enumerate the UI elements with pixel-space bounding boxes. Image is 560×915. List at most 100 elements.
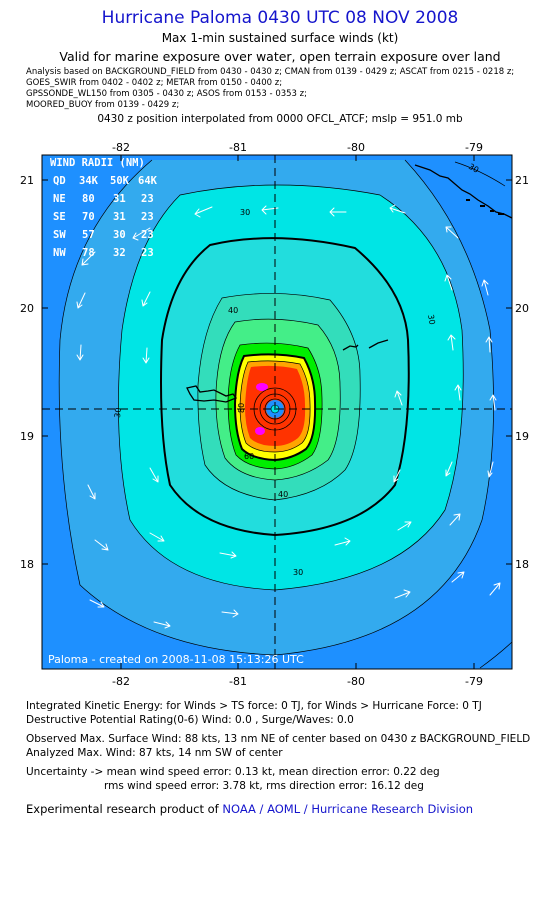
wind-radii-value: 30 bbox=[113, 229, 126, 241]
lon-tick-bottom-label: -80 bbox=[347, 675, 365, 688]
chart-subtitle: Max 1-min sustained surface winds (kt) bbox=[161, 31, 399, 45]
wind-radii-header: 34K bbox=[79, 175, 99, 187]
cuba-coast-islet bbox=[498, 213, 504, 215]
lat-tick-right-label: 20 bbox=[515, 302, 529, 315]
wind-vector bbox=[142, 347, 150, 364]
observed-max-wind: Observed Max. Surface Wind: 88 kts, 13 n… bbox=[26, 733, 531, 745]
lat-tick-left-label: 18 bbox=[20, 558, 34, 571]
position-note: 0430 z position interpolated from 0000 O… bbox=[97, 113, 463, 125]
wind-vector bbox=[394, 390, 403, 406]
uncertainty-rms: rms wind speed error: 3.78 kt, rms direc… bbox=[104, 780, 424, 792]
lat-tick-left-label: 19 bbox=[20, 430, 34, 443]
wind-vector bbox=[444, 274, 453, 291]
contour-label: 40 bbox=[278, 490, 288, 499]
wind-vector bbox=[447, 334, 456, 351]
wind-vector bbox=[76, 344, 84, 361]
wind-vector bbox=[489, 394, 497, 411]
cuba-coast-islet bbox=[490, 210, 494, 212]
lon-tick-top-label: -81 bbox=[229, 141, 247, 154]
lon-tick-top-label: -82 bbox=[112, 141, 130, 154]
wind-vector bbox=[221, 609, 239, 618]
uncertainty-mean: Uncertainty -> mean wind speed error: 0.… bbox=[26, 766, 440, 778]
contour-line-northeast-corner bbox=[454, 161, 506, 187]
contour-line-34kt-bold bbox=[160, 237, 410, 537]
wind-radii-value: 32 bbox=[113, 247, 126, 259]
contour-line-70kt bbox=[239, 360, 311, 453]
wind-vector bbox=[487, 461, 494, 478]
lat-tick-left-label: 20 bbox=[20, 302, 34, 315]
wind-vector bbox=[153, 621, 171, 629]
wind-vector bbox=[389, 204, 406, 214]
wind-vector bbox=[329, 207, 347, 217]
wind-vector bbox=[397, 521, 412, 531]
wind-radii-value: 31 bbox=[113, 211, 126, 223]
wind-vector bbox=[485, 336, 493, 353]
wind-max-area-ne bbox=[256, 383, 268, 391]
wind-vector bbox=[445, 461, 453, 477]
cuba-coast-islet bbox=[480, 205, 485, 207]
wind-vector bbox=[149, 467, 159, 483]
plot-frame bbox=[41, 154, 513, 670]
wind-vector bbox=[194, 206, 213, 218]
wind-vector bbox=[489, 582, 501, 596]
cuba-coast-outline bbox=[414, 164, 512, 219]
wind-vector bbox=[449, 513, 461, 526]
source-line-3: GPSSONDE_WL150 from 0305 - 0430 z; ASOS … bbox=[26, 89, 307, 99]
wind-vector bbox=[481, 279, 489, 296]
chart-validity-note: Valid for marine exposure over water, op… bbox=[59, 49, 501, 64]
contour-line-50kt bbox=[227, 342, 323, 470]
wind-radii-title: WIND RADII (NM) bbox=[50, 157, 145, 169]
analyzed-max-wind: Analyzed Max. Wind: 87 kts, 14 nm SW of … bbox=[26, 747, 283, 759]
wind-radii-header: QD bbox=[53, 175, 66, 187]
wind-vector bbox=[87, 484, 96, 500]
wind-vector bbox=[394, 589, 411, 599]
dpr-line: Destructive Potential Rating(0-6) Wind: … bbox=[26, 714, 354, 726]
contour-label: 60 bbox=[244, 452, 254, 461]
contour-line-southeast-corner bbox=[479, 641, 512, 669]
wind-radii-quadrant: NW bbox=[53, 247, 66, 259]
wind-vector bbox=[81, 251, 96, 266]
wind-radii-quadrant: NE bbox=[53, 193, 66, 205]
contour-label: 40 bbox=[228, 306, 238, 315]
wind-radii-value: 23 bbox=[141, 247, 154, 259]
contour-line-36kt bbox=[197, 293, 361, 501]
lat-tick-right-label: 19 bbox=[515, 430, 529, 443]
wind-vector bbox=[149, 532, 165, 542]
wind-vector bbox=[451, 571, 465, 583]
lat-tick-right-label: 21 bbox=[515, 174, 529, 187]
wind-vector bbox=[76, 292, 86, 309]
wind-vector bbox=[89, 599, 105, 608]
lon-tick-top-label: -79 bbox=[465, 141, 483, 154]
little-cayman-outline bbox=[368, 339, 389, 349]
source-line-1: Analysis based on BACKGROUND_FIELD from … bbox=[26, 67, 515, 77]
credit-organization: NOAA / AOML / Hurricane Research Divisio… bbox=[222, 802, 474, 816]
wind-vectors bbox=[76, 204, 501, 629]
source-line-2: GOES_SWIR from 0402 - 0402 z; METAR from… bbox=[26, 78, 283, 88]
wind-radii-value: 23 bbox=[141, 193, 154, 205]
wind-field-map: -82 -81 -80 -79 -82 -81 -80 -79 21 20 19… bbox=[20, 141, 529, 688]
contour-line-30kt bbox=[118, 184, 464, 591]
wind-radii-value: 57 bbox=[82, 229, 95, 241]
grand-cayman-outline bbox=[186, 385, 238, 403]
wind-radii-quadrant: SE bbox=[53, 211, 66, 223]
lon-tick-bottom-label: -81 bbox=[229, 675, 247, 688]
wind-vector bbox=[334, 537, 351, 546]
wind-vector bbox=[141, 291, 151, 307]
lon-tick-top-label: -80 bbox=[347, 141, 365, 154]
wind-vector bbox=[219, 551, 237, 559]
contour-line-40kt bbox=[215, 318, 341, 481]
wind-radii-value: 80 bbox=[82, 193, 95, 205]
lon-tick-bottom-label: -79 bbox=[465, 675, 483, 688]
lat-tick-left-label: 21 bbox=[20, 174, 34, 187]
created-stamp: Paloma - created on 2008-11-08 15:13:26 … bbox=[48, 653, 304, 666]
lon-tick-bottom-label: -82 bbox=[112, 675, 130, 688]
source-line-4: MOORED_BUOY from 0139 - 0429 z; bbox=[26, 100, 180, 110]
wind-radii-quadrant: SW bbox=[53, 229, 66, 241]
contour-label: 30 bbox=[113, 407, 123, 418]
contour-label: 30 bbox=[426, 314, 437, 326]
wind-vector bbox=[454, 384, 462, 401]
wind-vector bbox=[132, 227, 151, 241]
wind-radii-value: 23 bbox=[141, 211, 154, 223]
credit-prefix: Experimental research product of bbox=[26, 802, 223, 816]
wind-radii-value: 70 bbox=[82, 211, 95, 223]
